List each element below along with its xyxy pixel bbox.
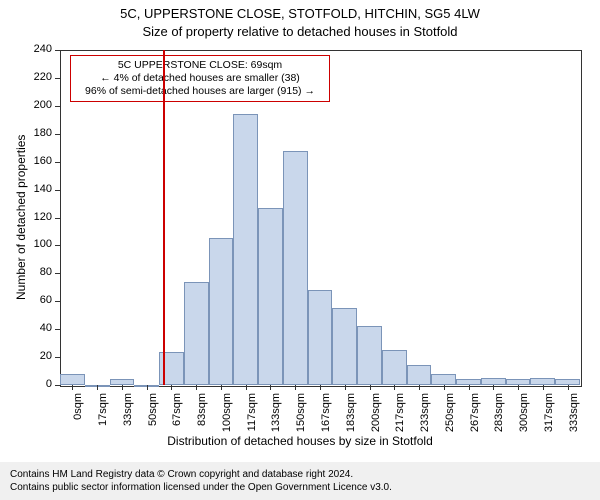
footer-line1: Contains HM Land Registry data © Crown c…	[10, 468, 590, 481]
x-tick	[320, 385, 321, 390]
x-tick-label: 83sqm	[196, 393, 208, 443]
x-tick-label: 267sqm	[469, 393, 481, 443]
x-tick-label: 233sqm	[419, 393, 431, 443]
y-tick	[55, 78, 60, 79]
x-tick-label: 250sqm	[444, 393, 456, 443]
x-tick-label: 200sqm	[370, 393, 382, 443]
x-tick-label: 0sqm	[72, 393, 84, 443]
y-tick	[55, 329, 60, 330]
y-tick	[55, 385, 60, 386]
histogram-bar	[357, 326, 382, 385]
x-tick	[196, 385, 197, 390]
y-tick-label: 240	[20, 43, 52, 55]
x-tick-label: 17sqm	[97, 393, 109, 443]
x-tick	[345, 385, 346, 390]
x-tick	[147, 385, 148, 390]
x-tick-label: 100sqm	[221, 393, 233, 443]
x-tick	[221, 385, 222, 390]
x-tick-label: 50sqm	[147, 393, 159, 443]
x-tick	[419, 385, 420, 390]
x-tick-label: 167sqm	[320, 393, 332, 443]
x-tick-label: 317sqm	[543, 393, 555, 443]
y-tick	[55, 273, 60, 274]
x-tick	[370, 385, 371, 390]
y-tick-label: 100	[20, 238, 52, 250]
footer-line2: Contains public sector information licen…	[10, 481, 590, 494]
x-tick	[246, 385, 247, 390]
x-tick	[97, 385, 98, 390]
y-tick	[55, 218, 60, 219]
x-tick	[568, 385, 569, 390]
histogram-bar	[308, 290, 333, 385]
x-tick-label: 300sqm	[518, 393, 530, 443]
x-tick-label: 183sqm	[345, 393, 357, 443]
y-tick-label: 220	[20, 71, 52, 83]
annotation-line1: 5C UPPERSTONE CLOSE: 69sqm	[77, 59, 323, 72]
histogram-bar	[481, 378, 506, 385]
chart-title: 5C, UPPERSTONE CLOSE, STOTFOLD, HITCHIN,…	[0, 6, 600, 21]
x-tick	[493, 385, 494, 390]
y-tick-label: 180	[20, 127, 52, 139]
y-tick-label: 0	[20, 378, 52, 390]
y-tick-label: 20	[20, 350, 52, 362]
annotation-box: 5C UPPERSTONE CLOSE: 69sqm ← 4% of detac…	[70, 55, 330, 102]
histogram-bar	[382, 350, 407, 385]
x-tick-label: 33sqm	[122, 393, 134, 443]
histogram-bar	[407, 365, 432, 385]
y-tick	[55, 301, 60, 302]
x-tick	[295, 385, 296, 390]
reference-line	[163, 50, 165, 385]
y-tick	[55, 106, 60, 107]
histogram-bar	[60, 374, 85, 385]
y-tick-label: 120	[20, 211, 52, 223]
x-tick	[72, 385, 73, 390]
annotation-line3: 96% of semi-detached houses are larger (…	[77, 85, 323, 98]
y-tick	[55, 50, 60, 51]
histogram-bar	[431, 374, 456, 385]
y-tick	[55, 162, 60, 163]
x-tick	[394, 385, 395, 390]
chart-subtitle: Size of property relative to detached ho…	[0, 24, 600, 39]
histogram-bar	[233, 114, 258, 385]
y-tick-label: 140	[20, 183, 52, 195]
x-tick-label: 283sqm	[493, 393, 505, 443]
histogram-bar	[209, 238, 234, 385]
x-tick	[518, 385, 519, 390]
annotation-line2: ← 4% of detached houses are smaller (38)	[77, 72, 323, 85]
x-tick-label: 67sqm	[171, 393, 183, 443]
y-tick-label: 40	[20, 322, 52, 334]
y-tick-label: 200	[20, 99, 52, 111]
x-tick-label: 133sqm	[270, 393, 282, 443]
histogram-bar	[258, 208, 283, 385]
footer: Contains HM Land Registry data © Crown c…	[0, 462, 600, 500]
y-tick	[55, 134, 60, 135]
x-tick	[270, 385, 271, 390]
x-tick-label: 217sqm	[394, 393, 406, 443]
x-tick	[444, 385, 445, 390]
histogram-bar	[283, 151, 308, 386]
y-tick	[55, 245, 60, 246]
histogram-bar	[530, 378, 555, 385]
x-tick	[122, 385, 123, 390]
y-tick-label: 80	[20, 266, 52, 278]
x-tick	[469, 385, 470, 390]
x-tick-label: 150sqm	[295, 393, 307, 443]
x-tick	[543, 385, 544, 390]
histogram-bar	[332, 308, 357, 385]
y-tick	[55, 357, 60, 358]
x-tick	[171, 385, 172, 390]
y-tick	[55, 190, 60, 191]
x-tick-label: 333sqm	[568, 393, 580, 443]
x-tick-label: 117sqm	[246, 393, 258, 443]
histogram-bar	[184, 282, 209, 385]
y-tick-label: 60	[20, 294, 52, 306]
y-tick-label: 160	[20, 155, 52, 167]
